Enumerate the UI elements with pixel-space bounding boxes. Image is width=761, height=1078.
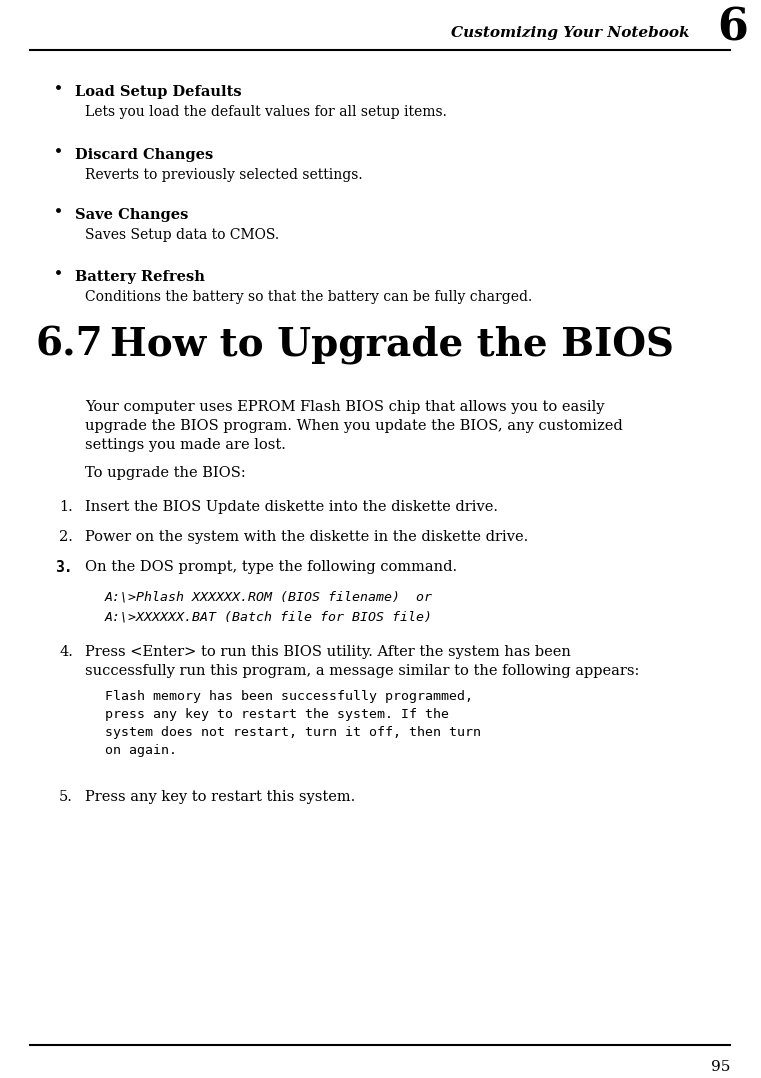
Text: Battery Refresh: Battery Refresh xyxy=(75,270,205,284)
Text: upgrade the BIOS program. When you update the BIOS, any customized: upgrade the BIOS program. When you updat… xyxy=(85,419,622,433)
Text: 6: 6 xyxy=(717,6,748,50)
Text: 1.: 1. xyxy=(59,500,73,514)
Text: Your computer uses EPROM Flash BIOS chip that allows you to easily: Your computer uses EPROM Flash BIOS chip… xyxy=(85,400,604,414)
Text: Lets you load the default values for all setup items.: Lets you load the default values for all… xyxy=(85,105,447,119)
Text: Save Changes: Save Changes xyxy=(75,208,189,222)
Text: 4.: 4. xyxy=(59,645,73,659)
Text: Saves Setup data to CMOS.: Saves Setup data to CMOS. xyxy=(85,229,279,241)
Text: settings you made are lost.: settings you made are lost. xyxy=(85,438,286,452)
Text: Discard Changes: Discard Changes xyxy=(75,148,213,162)
Text: Customizing Your Notebook: Customizing Your Notebook xyxy=(451,26,690,40)
Text: Reverts to previously selected settings.: Reverts to previously selected settings. xyxy=(85,168,363,182)
Text: Conditions the battery so that the battery can be fully charged.: Conditions the battery so that the batte… xyxy=(85,290,532,304)
Text: on again.: on again. xyxy=(105,744,177,757)
Text: 3.: 3. xyxy=(56,559,73,575)
Text: 2.: 2. xyxy=(59,530,73,544)
Text: Insert the BIOS Update diskette into the diskette drive.: Insert the BIOS Update diskette into the… xyxy=(85,500,498,514)
Text: How to Upgrade the BIOS: How to Upgrade the BIOS xyxy=(110,324,674,363)
Text: On the DOS prompt, type the following command.: On the DOS prompt, type the following co… xyxy=(85,559,457,573)
Text: A:\>Phlash XXXXXX.ROM (BIOS filename)  or: A:\>Phlash XXXXXX.ROM (BIOS filename) or xyxy=(105,590,433,603)
Text: 95: 95 xyxy=(711,1060,730,1074)
Text: Flash memory has been successfully programmed,: Flash memory has been successfully progr… xyxy=(105,690,473,703)
Text: Press any key to restart this system.: Press any key to restart this system. xyxy=(85,790,355,804)
Text: Load Setup Defaults: Load Setup Defaults xyxy=(75,85,242,99)
Text: To upgrade the BIOS:: To upgrade the BIOS: xyxy=(85,466,246,480)
Text: Power on the system with the diskette in the diskette drive.: Power on the system with the diskette in… xyxy=(85,530,528,544)
Text: system does not restart, turn it off, then turn: system does not restart, turn it off, th… xyxy=(105,725,481,740)
Text: 5.: 5. xyxy=(59,790,73,804)
Text: Press <Enter> to run this BIOS utility. After the system has been: Press <Enter> to run this BIOS utility. … xyxy=(85,645,571,659)
Text: 6.7: 6.7 xyxy=(35,324,103,363)
Text: successfully run this program, a message similar to the following appears:: successfully run this program, a message… xyxy=(85,664,639,678)
Text: A:\>XXXXXX.BAT (Batch file for BIOS file): A:\>XXXXXX.BAT (Batch file for BIOS file… xyxy=(105,610,433,623)
Text: press any key to restart the system. If the: press any key to restart the system. If … xyxy=(105,708,449,721)
